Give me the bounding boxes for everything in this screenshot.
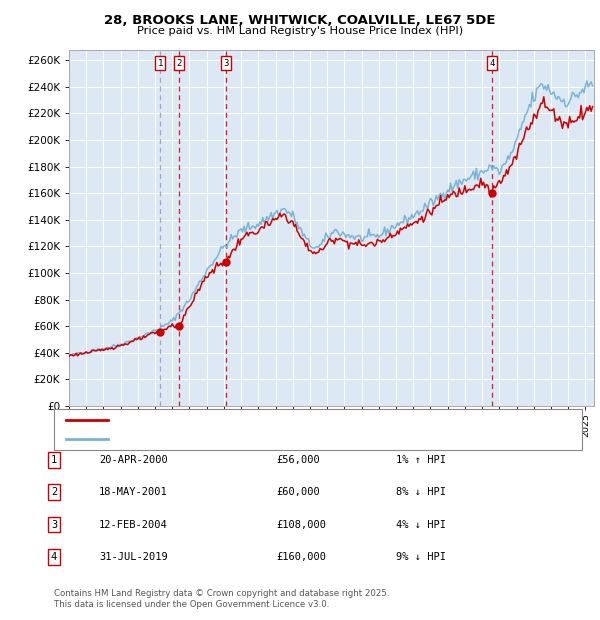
- Text: 18-MAY-2001: 18-MAY-2001: [99, 487, 168, 497]
- Text: 3: 3: [223, 58, 229, 68]
- Text: 2: 2: [51, 487, 57, 497]
- Text: 4: 4: [490, 58, 495, 68]
- Text: 28, BROOKS LANE, WHITWICK, COALVILLE, LE67 5DE: 28, BROOKS LANE, WHITWICK, COALVILLE, LE…: [104, 14, 496, 27]
- Text: 9% ↓ HPI: 9% ↓ HPI: [396, 552, 446, 562]
- Text: 20-APR-2000: 20-APR-2000: [99, 455, 168, 465]
- Point: [174, 321, 184, 331]
- Text: 1: 1: [51, 455, 57, 465]
- Point: [221, 257, 230, 267]
- Text: 12-FEB-2004: 12-FEB-2004: [99, 520, 168, 529]
- Text: £108,000: £108,000: [276, 520, 326, 529]
- Text: 4: 4: [51, 552, 57, 562]
- Text: Price paid vs. HM Land Registry's House Price Index (HPI): Price paid vs. HM Land Registry's House …: [137, 26, 463, 36]
- Text: £56,000: £56,000: [276, 455, 320, 465]
- Text: 2: 2: [176, 58, 181, 68]
- Point: [487, 188, 497, 198]
- Text: 31-JUL-2019: 31-JUL-2019: [99, 552, 168, 562]
- Text: 28, BROOKS LANE, WHITWICK, COALVILLE, LE67 5DE (semi-detached house): 28, BROOKS LANE, WHITWICK, COALVILLE, LE…: [114, 415, 488, 425]
- Text: 8% ↓ HPI: 8% ↓ HPI: [396, 487, 446, 497]
- Text: Contains HM Land Registry data © Crown copyright and database right 2025.
This d: Contains HM Land Registry data © Crown c…: [54, 590, 389, 609]
- Text: 1% ↑ HPI: 1% ↑ HPI: [396, 455, 446, 465]
- Text: £160,000: £160,000: [276, 552, 326, 562]
- Text: 1: 1: [158, 58, 163, 68]
- Text: £60,000: £60,000: [276, 487, 320, 497]
- Point: [155, 327, 165, 337]
- Text: HPI: Average price, semi-detached house, North West Leicestershire: HPI: Average price, semi-detached house,…: [114, 435, 448, 445]
- Text: 4% ↓ HPI: 4% ↓ HPI: [396, 520, 446, 529]
- Text: 3: 3: [51, 520, 57, 529]
